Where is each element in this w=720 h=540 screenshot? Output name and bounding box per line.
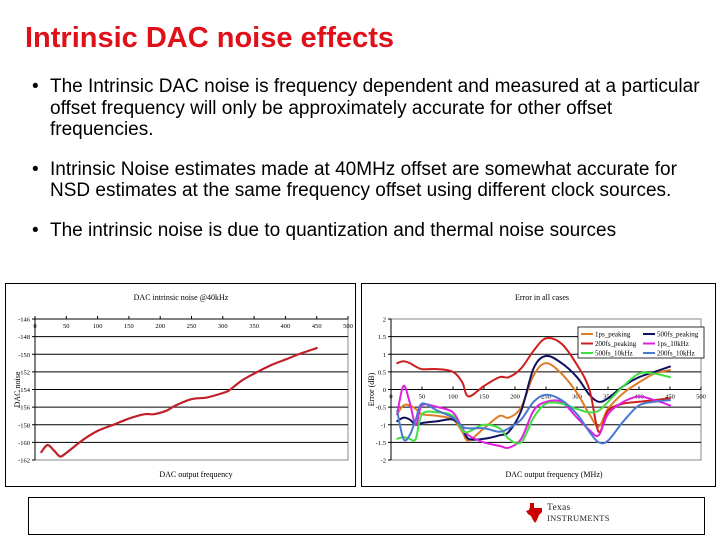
x-tick-label: 450 (665, 394, 675, 401)
y-tick-label: -2 (381, 458, 386, 465)
texas-instruments-logo: Texas Instruments (525, 502, 610, 524)
logo-line-1: Texas (547, 503, 571, 513)
x-tick-label: 350 (249, 323, 259, 330)
bullet-text: The Intrinsic DAC noise is frequency dep… (50, 76, 700, 140)
y-tick-label: -1 (381, 422, 386, 429)
y-tick-label: -156 (18, 405, 31, 412)
series-line (396, 384, 671, 450)
y-tick-label: -152 (18, 369, 30, 376)
y-axis-label: DAC noise (13, 371, 22, 407)
y-tick-label: -150 (18, 352, 30, 359)
bullet-item: • The intrinsic noise is due to quantizat… (30, 220, 710, 242)
x-tick-label: 100 (448, 394, 458, 401)
y-tick-label: -148 (18, 334, 30, 341)
dac-noise-plot: DAC intrinsic noise @40kHz -146 -148 -150 -1… (13, 293, 353, 479)
bullet-marker: • (32, 76, 39, 97)
x-tick-label: 500 (343, 323, 353, 330)
series-line (396, 393, 671, 445)
x-tick-label: 400 (281, 323, 291, 330)
y-tick-label: -0.5 (376, 405, 386, 412)
bullet-marker: • (32, 158, 39, 180)
bullet-text: Intrinsic Noise estimates made at 40MHz … (50, 158, 677, 202)
y-axis-label: Error (dB) (367, 372, 376, 406)
y-tick-label: -1.5 (376, 440, 386, 447)
slide-title: Intrinsic DAC noise effects (25, 22, 395, 54)
bullet-item: • The Intrinsic DAC noise is frequency de… (30, 76, 710, 141)
bullet-marker: • (32, 219, 39, 241)
bullet-list: • The Intrinsic DAC noise is frequency de… (30, 76, 710, 259)
series-line (40, 347, 318, 458)
x-tick-label: 450 (312, 323, 322, 330)
y-tick-label: 0 (383, 387, 386, 394)
y-tick-label: -146 (18, 317, 31, 324)
x-tick-label: 250 (541, 394, 551, 401)
x-tick-label: 150 (479, 394, 489, 401)
chart-title: DAC intrinsic noise @40kHz (134, 293, 229, 302)
y-tick-label: -158 (18, 422, 30, 429)
legend-entry: 200fs_10kHz (657, 350, 695, 358)
chart-legend: 1ps_peaking 500fs_peaking 200fs_peaking 1ps… (577, 326, 705, 359)
legend-entry: 1ps_10kHz (657, 340, 689, 348)
legend-entry: 500fs_peaking (657, 331, 699, 339)
x-tick-label: 50 (419, 394, 426, 401)
x-tick-label: 100 (93, 323, 103, 330)
x-axis-label: DAC output frequency (MHz) (505, 470, 602, 479)
y-tick-label: 1.5 (378, 334, 386, 341)
error-chart: Error in all cases 2 1.5 1 0.5 0 -0.5 -1 -1.5 -2 0… (361, 283, 716, 487)
x-tick-label: 500 (696, 394, 706, 401)
logo-line-2: Instruments (547, 513, 610, 523)
x-axis-label: DAC output frequency (159, 470, 232, 479)
legend-entry: 200fs_peaking (595, 340, 637, 348)
y-tick-label: -154 (18, 387, 31, 394)
y-tick-label: 2 (383, 317, 386, 324)
x-tick-label: 300 (218, 323, 228, 330)
x-tick-label: 350 (603, 394, 613, 401)
x-tick-label: 250 (187, 323, 197, 330)
y-tick-label: 1 (383, 352, 386, 359)
x-tick-label: 300 (572, 394, 582, 401)
legend-entry: 500fs_10kHz (595, 350, 633, 358)
series-line (396, 337, 671, 434)
y-tick-label: -160 (18, 440, 30, 447)
x-tick-label: 0 (33, 323, 36, 330)
bullet-text: The intrinsic noise is due to quantizati… (50, 219, 617, 241)
x-tick-label: 200 (155, 323, 165, 330)
footer-bar: Texas Instruments (28, 497, 705, 535)
dac-noise-chart: DAC intrinsic noise @40kHz -146 -148 -150 -1… (5, 283, 356, 487)
x-tick-label: 150 (124, 323, 134, 330)
y-tick-label: -162 (18, 458, 30, 465)
x-tick-label: 0 (389, 394, 392, 401)
error-plot: Error in all cases21.510.50-0.5-1-1.5-20… (367, 293, 706, 479)
chart-title: Error in all cases (515, 293, 569, 302)
y-tick-label: 0.5 (378, 369, 386, 376)
x-tick-label: 200 (510, 394, 520, 401)
legend-entry: 1ps_peaking (595, 331, 631, 339)
series-line (396, 371, 671, 445)
bullet-item: • Intrinsic Noise estimates made at 40MHz… (30, 159, 710, 202)
ti-state-icon (526, 503, 542, 523)
x-tick-label: 50 (63, 323, 70, 330)
